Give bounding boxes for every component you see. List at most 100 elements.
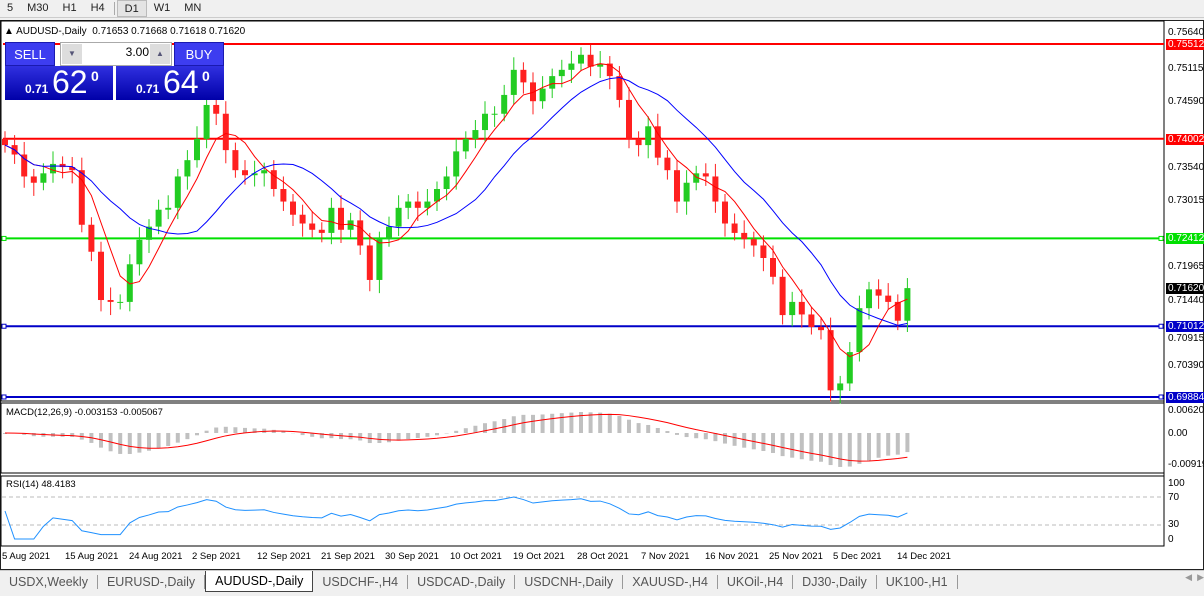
- decrease-lot-button[interactable]: ▼: [62, 44, 82, 64]
- candle-body: [654, 126, 661, 158]
- macd-histogram-bar: [694, 433, 699, 439]
- candle-body: [750, 239, 757, 246]
- macd-tick: 0.00: [1168, 428, 1188, 439]
- macd-histogram-bar: [636, 423, 641, 433]
- macd-histogram-bar: [319, 433, 324, 439]
- candle-body: [875, 289, 882, 296]
- candle-body: [722, 201, 728, 224]
- rsi-tick: 100: [1168, 478, 1185, 489]
- macd-histogram-bar: [243, 427, 247, 433]
- timeframe-w1[interactable]: W1: [153, 2, 171, 14]
- lot-size-stepper[interactable]: ▼ ▲: [60, 42, 172, 66]
- macd-histogram-bar: [598, 412, 603, 433]
- tab-scroll-arrows[interactable]: ◀ ▶: [1185, 572, 1204, 582]
- level-handle: [1158, 323, 1164, 329]
- chart-tab[interactable]: UK100-,H1: [877, 574, 958, 589]
- candle-body: [2, 138, 8, 146]
- chart-canvas[interactable]: [0, 0, 1204, 570]
- level-handle: [1, 235, 7, 241]
- candle-body: [635, 138, 642, 146]
- candle-body: [270, 170, 277, 190]
- sell-price[interactable]: 0.71 62 0: [5, 64, 113, 100]
- buy-button[interactable]: BUY: [174, 42, 224, 66]
- rsi-pane-border: [0, 475, 1165, 547]
- chart-tab[interactable]: USDCAD-,Daily: [408, 574, 516, 589]
- candle-body: [107, 300, 114, 302]
- chart-tab[interactable]: DJ30-,Daily: [793, 574, 877, 589]
- price-tick: 0.74590: [1168, 96, 1204, 107]
- timeframe-5[interactable]: 5: [7, 2, 14, 14]
- symbol-label: AUDUSD-,Daily: [16, 26, 87, 37]
- timeframe-h4[interactable]: H4: [90, 2, 105, 14]
- timeframe-d1[interactable]: D1: [116, 0, 147, 17]
- macd-histogram-bar: [147, 433, 151, 451]
- timeframe-h1[interactable]: H1: [62, 2, 77, 14]
- sell-price-pips: 62: [52, 64, 88, 100]
- buy-price[interactable]: 0.71 64 0: [116, 64, 224, 100]
- level-handle: [1158, 235, 1164, 241]
- macd-histogram-bar: [828, 433, 833, 466]
- level-handle: [1158, 394, 1164, 400]
- chart-tab[interactable]: UKOil-,H4: [718, 574, 794, 589]
- macd-histogram-bar: [588, 412, 593, 433]
- macd-tick: 0.006201: [1168, 405, 1204, 416]
- candle-body: [261, 170, 268, 174]
- candle-body: [818, 326, 824, 331]
- candle-body: [587, 54, 594, 67]
- chart-tab[interactable]: USDCNH-,Daily: [515, 574, 624, 589]
- macd-histogram-bar: [502, 419, 507, 433]
- price-tick: 0.73540: [1168, 162, 1204, 173]
- macd-histogram-bar: [137, 433, 142, 453]
- candle-body: [664, 157, 671, 171]
- chart-tab[interactable]: USDCHF-,H4: [313, 574, 409, 589]
- macd-histogram-bar: [156, 433, 161, 449]
- candle-body: [702, 173, 709, 177]
- separator: [113, 2, 115, 15]
- macd-histogram-bar: [252, 428, 257, 433]
- lot-input[interactable]: [83, 45, 149, 59]
- candle-body: [645, 126, 652, 146]
- timeframe-m30[interactable]: M30: [27, 2, 49, 14]
- macd-histogram-bar: [415, 433, 420, 438]
- macd-histogram-bar: [713, 433, 718, 442]
- macd-histogram-bar: [473, 425, 478, 433]
- buy-price-fraction: 0: [202, 68, 210, 84]
- macd-histogram-bar: [867, 433, 871, 461]
- date-tick: 2 Sep 2021: [192, 551, 241, 562]
- macd-histogram-bar: [742, 433, 747, 448]
- candle-body: [251, 173, 258, 176]
- macd-histogram-bar: [876, 433, 881, 458]
- candle-body: [606, 63, 613, 77]
- candle-body: [414, 201, 421, 208]
- candle-body: [760, 245, 767, 259]
- candle-body: [424, 201, 431, 208]
- macd-histogram-bar: [655, 428, 660, 433]
- macd-histogram-bar: [799, 433, 804, 460]
- price-tick: 0.71965: [1168, 261, 1204, 272]
- candle-body: [894, 301, 901, 321]
- macd-histogram-bar: [377, 433, 382, 443]
- price-tick: 0.75640: [1168, 27, 1204, 38]
- slow-moving-average: [4, 77, 908, 326]
- date-tick: 28 Oct 2021: [577, 551, 629, 562]
- candle-body: [770, 258, 776, 277]
- candle-body: [808, 314, 815, 327]
- chart-tab[interactable]: USDX,Weekly: [0, 574, 98, 589]
- date-tick: 30 Sep 2021: [385, 551, 439, 562]
- chart-window[interactable]: [0, 20, 1204, 570]
- candle-body: [318, 229, 325, 233]
- sell-button[interactable]: SELL: [5, 42, 55, 66]
- macd-histogram-bar: [790, 433, 795, 458]
- chart-tab[interactable]: AUDUSD-,Daily: [205, 571, 314, 592]
- increase-lot-button[interactable]: ▲: [150, 44, 170, 64]
- candle-body: [30, 176, 37, 183]
- candle-body: [59, 163, 66, 168]
- candle-body: [78, 170, 85, 225]
- date-tick: 12 Sep 2021: [257, 551, 311, 562]
- macd-histogram-bar: [857, 433, 862, 464]
- timeframe-mn[interactable]: MN: [184, 2, 202, 14]
- chart-tab[interactable]: EURUSD-,Daily: [98, 574, 206, 589]
- macd-histogram-bar: [559, 413, 564, 433]
- candle-body: [395, 207, 402, 227]
- chart-tab[interactable]: XAUUSD-,H4: [623, 574, 718, 589]
